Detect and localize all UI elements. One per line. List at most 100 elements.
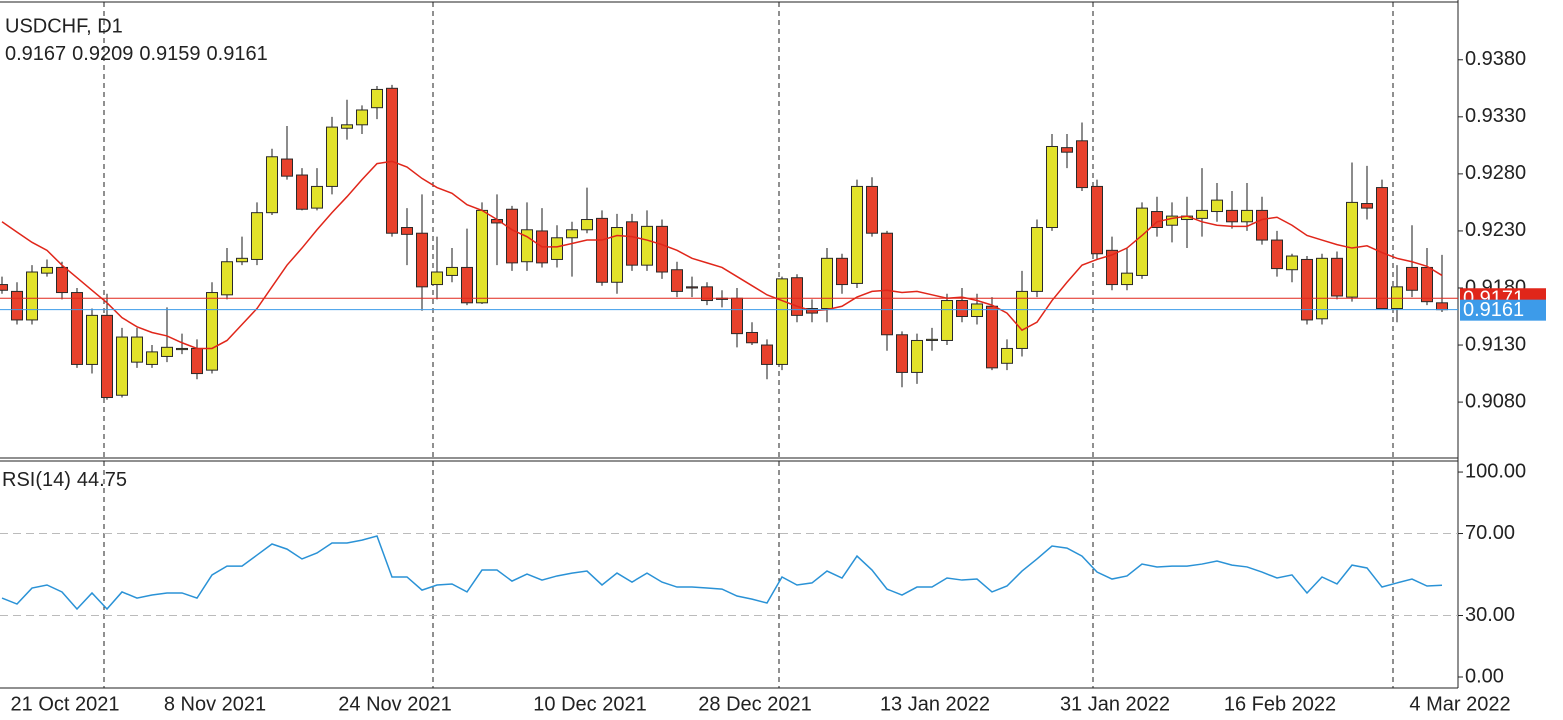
candle-body	[776, 278, 788, 365]
candle-body	[911, 339, 923, 373]
price-label: 0.9161	[1463, 299, 1524, 321]
candle-body	[1391, 286, 1403, 310]
candle-body	[596, 217, 608, 283]
candle-body	[26, 271, 38, 321]
candle-body	[761, 344, 773, 365]
price-label-box	[1460, 299, 1546, 321]
candle-body	[1211, 199, 1223, 213]
candle-body	[161, 346, 173, 357]
candle-body	[236, 257, 248, 263]
candle-body	[941, 300, 953, 341]
candle-body	[1136, 207, 1148, 276]
candle-body	[416, 232, 428, 288]
candle-body	[1121, 272, 1133, 286]
candle-body	[1061, 147, 1073, 153]
candle-body	[71, 292, 83, 365]
y-tick-label: 0.9230	[1465, 219, 1526, 241]
x-tick-label: 13 Jan 2022	[880, 693, 990, 715]
candle-body	[446, 266, 458, 276]
candle-body	[1241, 209, 1253, 223]
y-tick-label: 0.00	[1465, 665, 1504, 687]
candle-body	[1331, 257, 1343, 297]
candle-body	[746, 331, 758, 344]
x-tick-label: 31 Jan 2022	[1060, 693, 1170, 715]
candle-body	[1016, 290, 1028, 349]
candle-body	[1226, 209, 1238, 223]
candle-body	[1406, 266, 1418, 291]
candle-body	[131, 336, 143, 363]
x-tick-label: 24 Nov 2021	[338, 693, 451, 715]
x-tick-label: 8 Nov 2021	[164, 693, 266, 715]
open-readout: 0.9167	[5, 43, 66, 65]
y-tick-label: 0.9080	[1465, 390, 1526, 412]
candle-body	[581, 219, 593, 231]
candle-body	[431, 271, 443, 286]
candle-body	[821, 257, 833, 310]
candle-body	[626, 221, 638, 266]
candle-body	[41, 266, 53, 274]
candle-body	[1256, 209, 1268, 241]
rsi-name: RSI(14)	[2, 469, 71, 491]
candle-body	[146, 351, 158, 365]
y-tick-label: 0.9280	[1465, 162, 1526, 184]
candle-body	[1196, 209, 1208, 219]
candle-body	[191, 347, 203, 375]
candle-body	[986, 305, 998, 369]
candle-body	[461, 266, 473, 304]
close-readout: 0.9161	[207, 43, 268, 65]
candle-body	[266, 156, 278, 214]
candle-body	[1436, 302, 1448, 311]
candle-body	[56, 266, 68, 294]
rsi-title: RSI(14) 44.75	[2, 469, 127, 491]
candle-body	[341, 124, 353, 129]
x-tick-label: 21 Oct 2021	[11, 693, 120, 715]
rsi-readout: 44.75	[77, 469, 127, 491]
candle-body	[851, 185, 863, 284]
candle-body	[1346, 201, 1358, 298]
candle-body	[86, 314, 98, 365]
candle-body	[1421, 266, 1433, 303]
x-tick-label: 28 Dec 2021	[698, 693, 811, 715]
candle-body	[176, 347, 188, 351]
candle-body	[1001, 347, 1013, 364]
candle-body	[836, 257, 848, 286]
candle-body	[1151, 211, 1163, 229]
candle-body	[641, 225, 653, 266]
candle-body	[101, 314, 113, 399]
candle-body	[506, 208, 518, 264]
y-tick-label: 70.00	[1465, 522, 1515, 544]
y-tick-label: 0.9130	[1465, 333, 1526, 355]
symbol-title: USDCHF, D1	[5, 15, 123, 37]
x-tick-label: 10 Dec 2021	[533, 693, 646, 715]
low-readout: 0.9159	[139, 43, 200, 65]
candle-body	[1076, 140, 1088, 189]
candle-body	[371, 88, 383, 109]
candle-body	[701, 286, 713, 302]
y-tick-label: 0.9330	[1465, 105, 1526, 127]
candle-body	[671, 269, 683, 292]
candle-body	[866, 185, 878, 234]
y-tick-label: 0.9380	[1465, 48, 1526, 70]
candle-body	[1271, 239, 1283, 270]
candle-body	[356, 109, 368, 126]
candle-body	[956, 300, 968, 318]
candle-body	[791, 277, 803, 316]
candle-body	[0, 284, 8, 291]
candle-body	[896, 334, 908, 373]
candle-body	[476, 209, 488, 304]
moving-average	[1, 160, 1443, 350]
candle-body	[116, 336, 128, 396]
candle-body	[221, 261, 233, 296]
candle-body	[881, 232, 893, 336]
candle-body	[1361, 203, 1373, 209]
candle-body	[1376, 187, 1388, 310]
x-tick-label: 16 Feb 2022	[1224, 693, 1336, 715]
high-readout: 0.9209	[72, 43, 133, 65]
y-tick-label: 100.00	[1465, 460, 1526, 482]
candle-body	[731, 297, 743, 335]
candle-body	[611, 227, 623, 283]
x-tick-label: 4 Mar 2022	[1409, 693, 1510, 715]
candle-body	[281, 158, 293, 177]
